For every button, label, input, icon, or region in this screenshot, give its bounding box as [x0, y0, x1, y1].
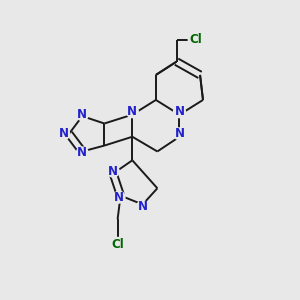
- Text: N: N: [77, 108, 87, 121]
- Text: N: N: [114, 190, 124, 204]
- Circle shape: [137, 201, 148, 212]
- Text: N: N: [138, 200, 148, 213]
- Text: N: N: [77, 146, 87, 159]
- Circle shape: [110, 237, 125, 252]
- Text: Cl: Cl: [189, 33, 202, 46]
- Text: N: N: [127, 105, 137, 118]
- Circle shape: [107, 165, 119, 177]
- Text: N: N: [59, 127, 69, 140]
- Text: N: N: [108, 165, 118, 178]
- Text: Cl: Cl: [111, 238, 124, 251]
- Circle shape: [126, 106, 138, 118]
- Circle shape: [113, 191, 125, 203]
- Circle shape: [76, 147, 88, 159]
- Circle shape: [188, 32, 203, 46]
- Circle shape: [174, 128, 185, 140]
- Circle shape: [76, 109, 88, 121]
- Text: N: N: [174, 105, 184, 118]
- Text: N: N: [174, 127, 184, 140]
- Circle shape: [174, 106, 185, 118]
- Circle shape: [58, 128, 70, 140]
